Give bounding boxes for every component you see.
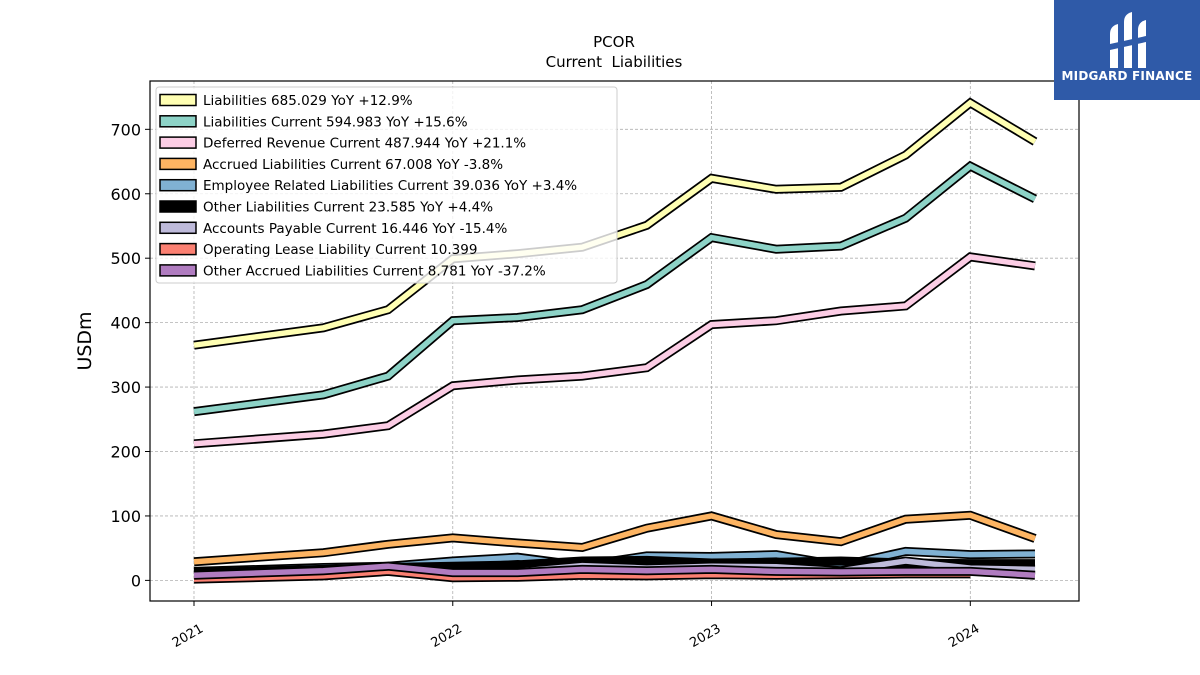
y-tick-label: 500 xyxy=(110,249,141,268)
y-tick-label: 600 xyxy=(110,185,141,204)
legend: Liabilities 685.029 YoY +12.9% Liabilitie… xyxy=(155,86,618,284)
chart-title: PCOR xyxy=(593,33,635,51)
legend-label: Accrued Liabilities Current 67.008 YoY -… xyxy=(203,157,503,173)
brand-logo: MIDGARD FINANCE xyxy=(1054,0,1200,100)
series-line xyxy=(193,99,1037,348)
x-tick-label: 2021 xyxy=(170,621,206,651)
midgard-logo-icon xyxy=(1110,12,1146,68)
series-line-outline xyxy=(193,252,1036,449)
legend-label: Liabilities 685.029 YoY +12.9% xyxy=(203,93,413,109)
legend-label: Liabilities Current 594.983 YoY +15.6% xyxy=(203,114,468,130)
legend-swatch xyxy=(159,221,197,235)
legend-label: Deferred Revenue Current 487.944 YoY +21… xyxy=(203,136,526,152)
y-tick-label: 300 xyxy=(110,378,141,397)
x-tick-label: 2024 xyxy=(946,621,982,651)
y-tick-label: 400 xyxy=(110,314,141,333)
legend-label: Other Liabilities Current 23.585 YoY +4.… xyxy=(203,200,493,216)
y-tick-label: 100 xyxy=(110,507,141,526)
legend-box xyxy=(155,86,618,284)
x-axis-ticks: 2021 2022 2023 2024 xyxy=(170,601,982,651)
y-tick-label: 0 xyxy=(131,571,141,590)
x-tick-label: 2023 xyxy=(687,621,723,651)
legend-label: Accounts Payable Current 16.446 YoY -15.… xyxy=(203,221,508,237)
series-line xyxy=(193,563,1036,578)
legend-swatch xyxy=(159,242,197,256)
legend-swatch xyxy=(159,200,197,213)
plot-frame xyxy=(149,80,1080,602)
series-line xyxy=(193,162,1037,415)
legend-label: Employee Related Liabilities Current 39.… xyxy=(203,178,577,194)
series-line xyxy=(193,254,1036,447)
brand-name: MIDGARD FINANCE xyxy=(1061,69,1193,83)
legend-swatch xyxy=(159,93,197,107)
y-tick-label: 200 xyxy=(110,443,141,462)
series-line xyxy=(193,512,1036,565)
x-tick-label: 2022 xyxy=(429,621,465,651)
legend-swatch xyxy=(159,115,197,128)
legend-swatch xyxy=(159,157,197,171)
legend-swatch xyxy=(159,178,197,192)
y-axis-ticks: 0 100 200 300 400 500 600 700 xyxy=(110,120,150,590)
chart-subtitle: Current Liabilities xyxy=(546,53,683,71)
legend-swatch xyxy=(159,136,197,149)
y-tick-label: 700 xyxy=(110,120,141,139)
legend-label: Other Accrued Liabilities Current 8.781 … xyxy=(203,263,546,279)
legend-label: Operating Lease Liability Current 10.399 xyxy=(203,242,477,258)
legend-swatch xyxy=(159,264,197,277)
y-axis-label: USDm xyxy=(74,311,96,370)
series-lines xyxy=(193,97,1038,584)
